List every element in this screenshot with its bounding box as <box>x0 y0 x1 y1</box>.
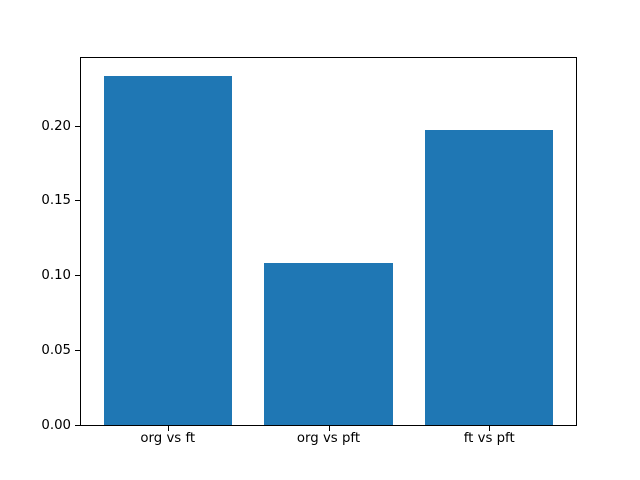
y-tick-label: 0.05 <box>41 343 71 359</box>
x-tick-label: org vs ft <box>140 431 196 446</box>
y-tick-label: 0.10 <box>41 268 71 284</box>
y-tick-mark <box>75 275 80 277</box>
y-tick-label: 0.15 <box>41 193 71 209</box>
x-tick-mark <box>167 426 169 431</box>
y-tick-mark <box>75 425 80 426</box>
bar-org-vs-pft <box>264 263 393 425</box>
plot-area <box>80 57 577 426</box>
bar-ft-vs-pft <box>424 129 554 425</box>
x-tick-label: org vs pft <box>296 431 361 446</box>
bar-org-vs-ft <box>103 75 233 425</box>
x-tick-mark <box>489 426 491 431</box>
y-tick-mark <box>75 350 80 352</box>
y-tick-mark <box>75 125 80 127</box>
y-tick-label: 0.20 <box>41 118 71 134</box>
x-tick-label: ft vs pft <box>463 431 515 446</box>
x-tick-mark <box>328 426 330 431</box>
y-tick-mark <box>75 200 80 202</box>
y-tick-label: 0.00 <box>41 418 71 433</box>
